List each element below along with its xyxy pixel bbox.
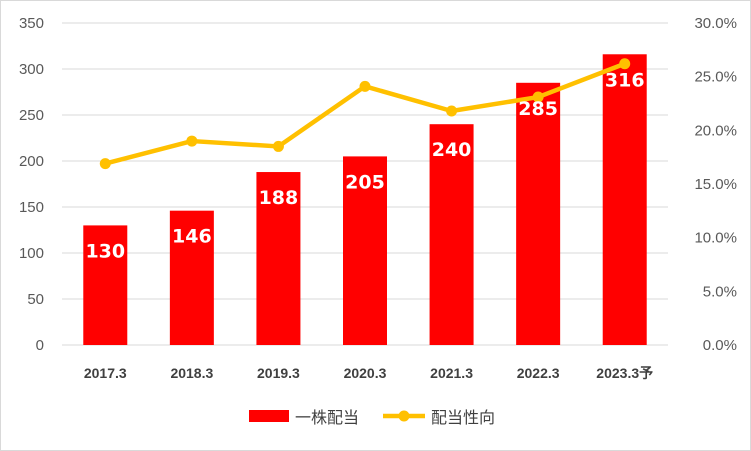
bar-data-label: 285 (518, 98, 558, 120)
bar (83, 225, 128, 345)
y-tick-label-left: 350 (19, 15, 44, 32)
bar-data-label: 205 (345, 171, 385, 193)
line-point (446, 105, 458, 117)
y-tick-label-right: 20.0% (694, 122, 737, 139)
bar (602, 54, 647, 345)
bar (169, 210, 214, 345)
bar-series (83, 54, 647, 346)
x-tick-label: 2020.3 (344, 365, 387, 381)
y-tick-label-left: 150 (19, 199, 44, 216)
bar (429, 124, 474, 345)
line-point (186, 135, 198, 147)
line-point (99, 158, 111, 170)
x-tick-label: 2018.3 (170, 365, 213, 381)
y-tick-label-right: 5.0% (703, 283, 737, 300)
bar-data-label: 240 (432, 139, 472, 161)
y-tick-label-right: 15.0% (694, 176, 737, 193)
legend: 一株配当 配当性向 (249, 408, 495, 427)
bar-data-labels: 130 146 188 205 240 285 316 (85, 69, 644, 262)
legend-swatch-marker (398, 410, 410, 422)
bar (343, 156, 387, 345)
legend-swatch-bar (249, 410, 289, 422)
x-axis: 2017.3 2018.3 2019.3 2020.3 2021.3 2022.3 2023… (84, 365, 653, 381)
y-tick-label-right: 25.0% (694, 69, 737, 86)
line-point (272, 140, 284, 152)
y-tick-label-right: 10.0% (694, 230, 737, 247)
y-tick-label-left: 200 (19, 153, 44, 170)
right-y-axis: 0.0% 5.0% 10.0% 15.0% 20.0% 25.0% 30.0% (694, 15, 737, 354)
y-tick-label-left: 100 (19, 245, 44, 262)
x-tick-label: 2019.3 (257, 365, 300, 381)
bar (516, 82, 561, 346)
legend-label-bar: 一株配当 (295, 408, 359, 427)
y-tick-label-right: 0.0% (703, 337, 737, 354)
bar-data-label: 146 (172, 226, 212, 248)
bar-data-label: 316 (605, 69, 645, 91)
line-point (619, 58, 631, 70)
x-tick-label: 2021.3 (430, 365, 473, 381)
bar-data-label: 188 (259, 187, 299, 209)
line-point (359, 80, 371, 92)
y-tick-label-left: 0 (36, 337, 44, 354)
y-tick-label-left: 300 (19, 61, 44, 78)
x-tick-label: 2017.3 (84, 365, 127, 381)
bar (256, 172, 301, 345)
x-tick-label: 2022.3 (517, 365, 560, 381)
y-tick-label-left: 50 (27, 291, 44, 308)
bar-data-label: 130 (85, 240, 125, 262)
line-point (532, 91, 544, 103)
line-series (99, 58, 631, 170)
legend-label-line: 配当性向 (431, 408, 495, 427)
x-tick-label: 2023.3予 (596, 365, 653, 381)
y-tick-label-left: 250 (19, 107, 44, 124)
y-tick-label-right: 30.0% (694, 15, 737, 32)
left-y-axis: 0 50 100 150 200 250 300 350 (19, 15, 44, 354)
